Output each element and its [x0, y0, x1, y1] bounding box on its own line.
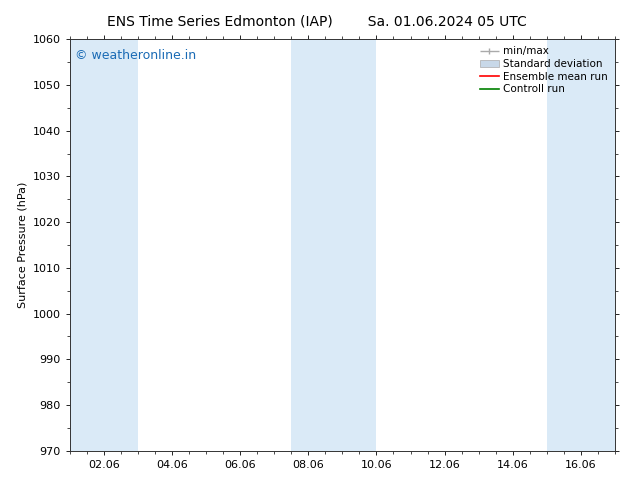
Bar — [291, 39, 377, 451]
Text: © weatheronline.in: © weatheronline.in — [75, 49, 197, 63]
Bar — [70, 39, 138, 451]
Y-axis label: Surface Pressure (hPa): Surface Pressure (hPa) — [17, 182, 27, 308]
Legend: min/max, Standard deviation, Ensemble mean run, Controll run: min/max, Standard deviation, Ensemble me… — [478, 45, 610, 97]
Bar — [547, 39, 615, 451]
Text: ENS Time Series Edmonton (IAP)        Sa. 01.06.2024 05 UTC: ENS Time Series Edmonton (IAP) Sa. 01.06… — [107, 15, 527, 29]
